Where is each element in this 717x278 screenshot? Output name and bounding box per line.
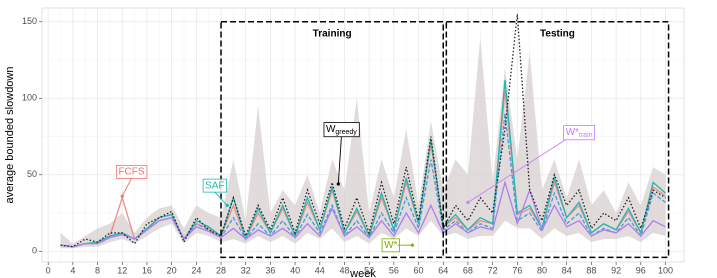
x-tick-label: 12 [117,265,127,275]
annotation-box [323,122,360,138]
series-line [60,14,666,248]
region-box [445,21,670,259]
series-line [60,180,666,248]
x-tick-label: 56 [389,265,399,275]
y-tick-label: 0 [32,246,37,256]
y-tick-label: 50 [27,169,37,179]
annotation-text: W* [566,127,579,138]
y-axis-label: average bounded slowdown [4,67,16,204]
annotation-label: Wgreedy [326,124,357,136]
x-tick-label: 16 [142,265,152,275]
x-tick-label: 20 [167,265,177,275]
annotation-label: SAF [205,180,224,191]
annotation: SAF [202,178,229,207]
x-tick-label: 84 [562,265,572,275]
annotation: Wgreedy [323,122,360,186]
x-tick-label: 8 [95,265,100,275]
y-tick-label: 100 [22,93,37,103]
arrow-head [120,194,124,198]
x-tick-label: 32 [241,265,251,275]
annotation: W* [381,238,414,253]
annotation: W*train [466,125,596,204]
region-label: Testing [540,29,575,40]
region-box [220,21,444,259]
annotation-sub: greedy [335,129,357,136]
annotation-label: FCFS [118,166,144,177]
x-tick-label: 0 [46,265,51,275]
x-tick-label: 88 [586,265,596,275]
annotation-sub: train [579,132,593,139]
arrow-head [225,203,229,207]
x-tick-label: 96 [636,265,646,275]
arrow-head [466,200,470,204]
x-tick-label: 48 [339,265,349,275]
annotation-label: W* [384,240,397,251]
arrow-head [410,243,414,247]
x-tick-label: 40 [290,265,300,275]
x-tick-label: 68 [463,265,473,275]
x-axis-label: week [349,268,376,278]
x-tick-label: 64 [438,265,448,275]
x-tick-label: 80 [537,265,547,275]
x-tick-label: 76 [512,265,522,275]
annotation-box [116,164,148,179]
arrow-head [336,182,340,186]
x-tick-label: 60 [414,265,424,275]
annotation-label: W*train [566,127,593,139]
region-label: Training [313,29,352,40]
annotation-text: FCFS [118,166,144,177]
x-tick-label: 92 [611,265,621,275]
annotation-arrow [337,136,342,184]
annotation-arrow [121,178,132,197]
x-tick-label: 24 [191,265,201,275]
x-tick-label: 52 [364,265,374,275]
annotation: FCFS [116,164,148,198]
annotation-text: SAF [205,180,224,191]
annotation-arrow [467,139,566,203]
annotation-box [563,125,596,141]
x-tick-label: 28 [216,265,226,275]
y-tick-label: 150 [22,16,37,26]
annotation-text: W [326,124,336,135]
x-tick-label: 100 [658,265,673,275]
x-tick-label: 36 [265,265,275,275]
x-tick-label: 72 [488,265,498,275]
annotation-text: W* [384,240,397,251]
x-tick-label: 44 [315,265,325,275]
annotation-arrow [214,191,228,206]
x-tick-label: 4 [70,265,75,275]
